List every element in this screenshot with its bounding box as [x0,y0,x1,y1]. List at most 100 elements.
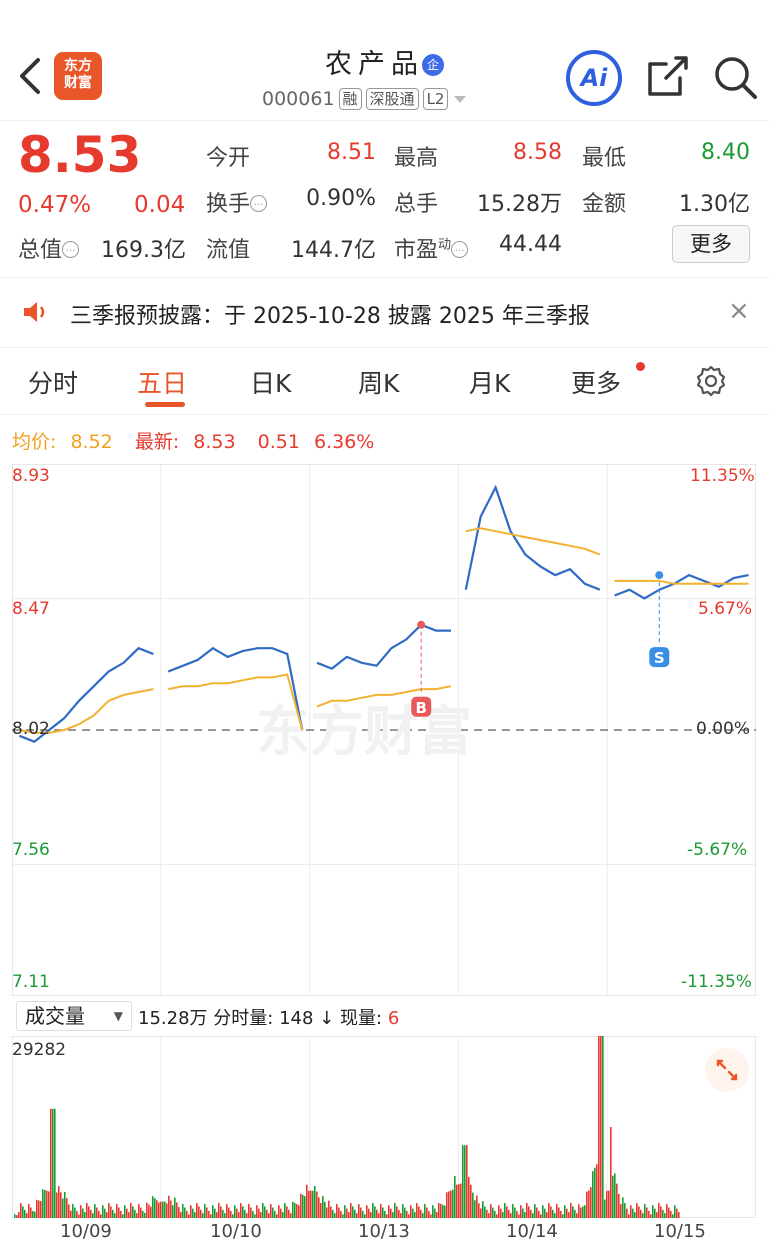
volume-chart[interactable] [12,1036,756,1218]
volume-bar [522,1208,524,1218]
volume-bar [634,1212,636,1218]
volume-bar [374,1206,376,1218]
volume-bar [164,1201,166,1218]
volume-bar [286,1206,288,1218]
x-tick: 10/14 [506,1221,558,1242]
volume-bar [436,1212,438,1218]
volume-bar [282,1212,284,1218]
tab-month-k[interactable]: 月K [469,369,511,398]
y-left-tick: 8.02 [12,719,50,739]
volume-bar [70,1210,72,1218]
info-icon[interactable]: … [451,241,469,258]
tab-week-k[interactable]: 周K [358,369,400,398]
search-icon[interactable] [712,54,758,100]
mktcap-label: 总值… [18,232,80,264]
volume-bar [118,1207,120,1218]
last-price: 8.53 [18,126,142,184]
volume-bar [232,1214,234,1218]
expand-button[interactable] [705,1048,749,1092]
marker-badge[interactable] [649,647,670,668]
pe-label: 市盈动… [394,232,469,264]
volume-bar [156,1200,158,1218]
info-icon[interactable]: … [250,195,268,212]
tab-intraday[interactable]: 分时 [28,369,79,398]
volume-bar [218,1202,220,1218]
volume-bar [640,1209,642,1218]
back-arrow-icon[interactable] [16,56,46,96]
volume-bar [618,1193,620,1218]
volume-bar [398,1209,400,1218]
volume-frame [12,1036,756,1218]
volume-bar [390,1208,392,1218]
volume-bar [90,1209,92,1218]
volume-bar [572,1206,574,1218]
volume-bar [674,1205,676,1218]
volume-bar [654,1208,656,1218]
stock-title: 农产品企 [0,42,769,81]
volume-bar [162,1201,164,1218]
volume-bar [648,1210,650,1218]
close-icon[interactable]: × [728,296,750,326]
stock-subtitle[interactable]: 000061 融 深股通 L2 [262,88,468,110]
volume-bar [584,1205,586,1218]
volume-bar [20,1202,22,1218]
turnover-label-text: 换手 [206,192,251,217]
volume-bar [336,1204,338,1218]
chart-legend: 均价: 8.52 最新: 8.53 0.51 6.36% [12,427,382,454]
price-line [316,623,451,670]
volume-bar [258,1208,260,1218]
y-left-tick: 7.11 [12,972,50,992]
volume-bar [46,1190,48,1218]
volume-bar [526,1202,528,1218]
tab-more[interactable]: 更多 [571,369,622,398]
avg-price-line [614,579,749,585]
volume-bar [508,1209,510,1218]
volume-bar [438,1202,440,1218]
volume-bar [180,1211,182,1218]
volume-bar [414,1212,416,1218]
volume-bar [40,1201,42,1218]
connect-tag: 深股通 [365,88,419,110]
volume-bar [154,1198,156,1218]
cur-vol-label: 现量: [340,1008,383,1029]
notification-dot [636,362,645,371]
volume-bar [358,1204,360,1218]
ai-button[interactable]: Ai [566,50,622,106]
divider [0,120,769,121]
volume-bar [236,1208,238,1218]
info-icon[interactable]: … [62,241,80,258]
share-icon[interactable] [646,54,690,98]
pe-sup: 动 [438,237,452,253]
volume-bar [142,1210,144,1218]
indicator-selector[interactable]: 成交量 ▼ [16,1001,132,1031]
volume-bar [54,1108,56,1218]
volume-bar [396,1206,398,1218]
tab-day-k[interactable]: 日K [250,369,292,398]
volume-bar [128,1212,130,1218]
volume-bar [86,1202,88,1218]
tab-five-day[interactable]: 五日 [137,369,188,398]
volume-bar [302,1195,304,1218]
volume-bar [146,1202,148,1218]
l2-tag: L2 [422,88,449,110]
volume-bar [326,1207,328,1218]
volume-bar [204,1204,206,1218]
marker-badge[interactable] [411,696,432,717]
volume-bar [380,1204,382,1218]
volume-bar [504,1202,506,1218]
volume-bar [432,1205,434,1218]
volume-bar [510,1213,512,1218]
open-value: 8.51 [327,140,376,165]
volume-bar [124,1205,126,1218]
notice-bar[interactable]: 三季报预披露：于 2025-10-28 披露 2025 年三季报 × [0,278,769,346]
gear-icon[interactable] [694,364,728,398]
volume-bar [160,1201,162,1218]
volume-bar [590,1187,592,1218]
volume-bar [406,1210,408,1218]
volume-bar [176,1202,178,1218]
x-tick: 10/09 [60,1221,112,1242]
more-button[interactable]: 更多 [672,225,750,263]
volume-bar [476,1195,478,1218]
volume-bar [402,1204,404,1218]
